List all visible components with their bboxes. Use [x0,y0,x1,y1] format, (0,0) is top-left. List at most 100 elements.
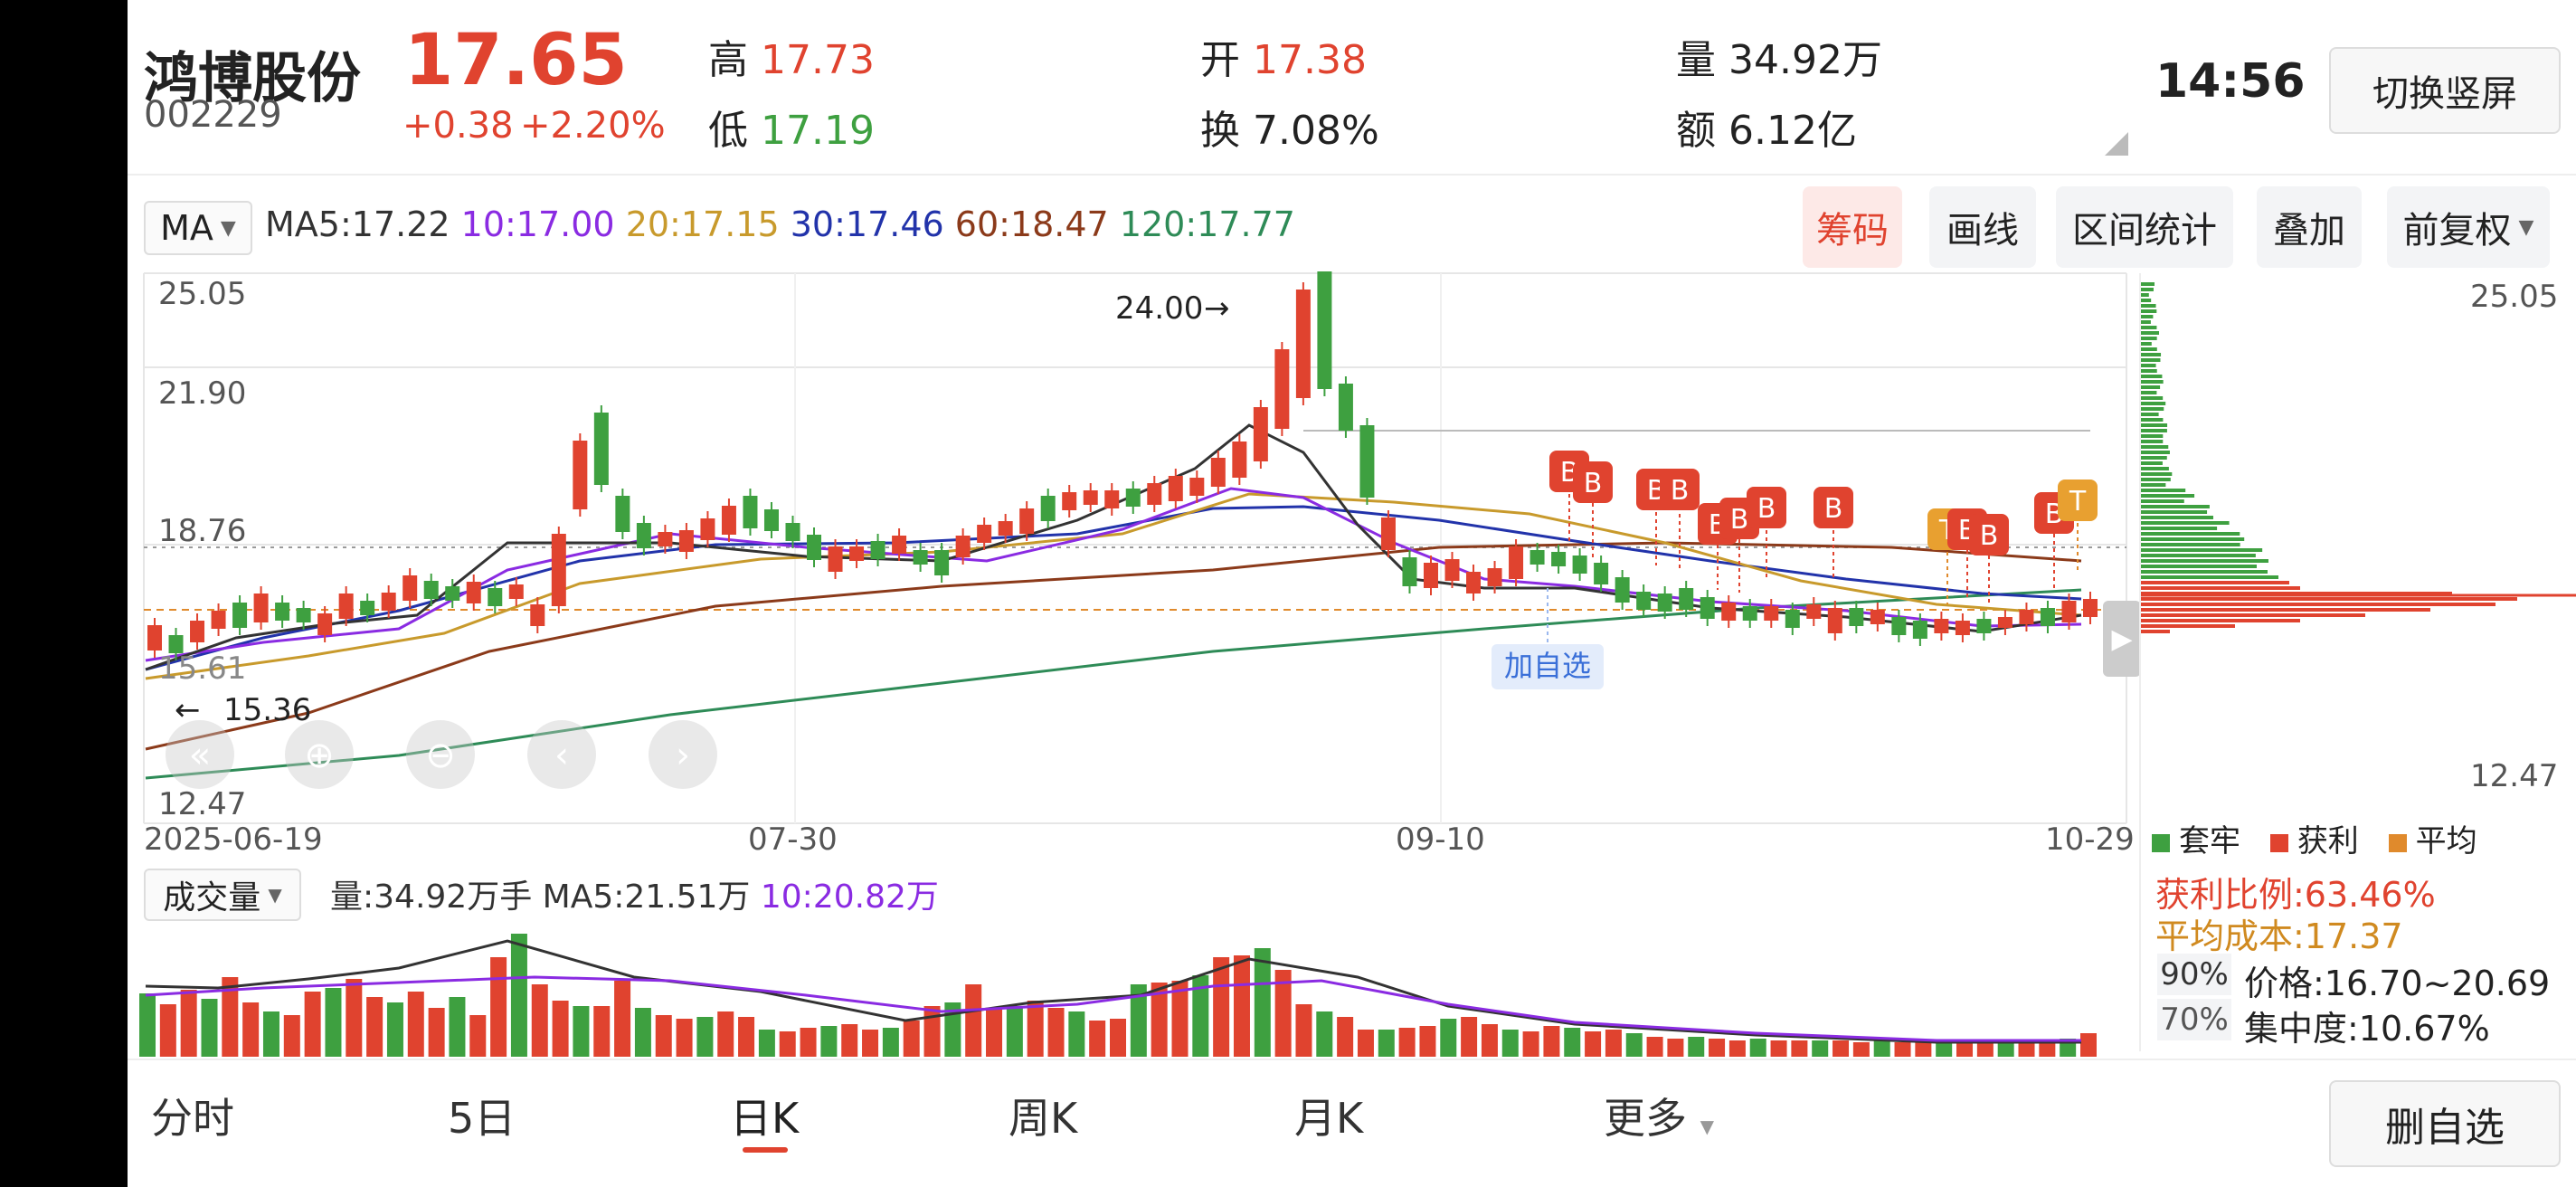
chips-button[interactable]: 筹码 [1803,186,1902,268]
volume-bar [1749,1039,1766,1057]
chip-bar [2141,347,2157,351]
candle-body [1636,592,1652,610]
candle-body [147,625,162,650]
candle-body [530,604,545,626]
volume-bar [1915,1042,1932,1057]
candle-body [1594,563,1609,584]
volume-bar [449,997,466,1057]
chip-bar [2141,548,2263,552]
candle-body [1721,603,1737,621]
volume-bar [407,992,424,1057]
volume-bar [1398,1028,1416,1057]
overlay-button[interactable]: 叠加 [2257,186,2362,268]
chip-bar [2141,472,2173,476]
volume-bar [159,1004,176,1057]
candle-body [1764,606,1779,621]
tab-daily-k[interactable]: 日K [730,1094,800,1143]
volume-bar [469,1015,487,1057]
volume-label: 量 [1676,37,1716,83]
volume-bar [758,1030,775,1057]
chip-bar [2141,380,2164,384]
buy-signal[interactable]: B [1747,487,1786,579]
volume-bar [1976,1040,1994,1057]
volume-bar [139,993,156,1057]
ma120-value: 120:17.77 [1119,204,1295,244]
chip-bar [2141,337,2157,340]
buy-signal[interactable]: B [1660,469,1700,570]
candle-body [1785,610,1800,628]
arrow-right-icon: → [1204,290,1230,327]
candle-body [849,546,865,561]
volume-bar [944,1002,961,1057]
remove-watchlist-button[interactable]: 删自选 [2329,1080,2561,1167]
candle-body [1530,550,1545,565]
volume-bar [614,981,631,1057]
adjust-label: 前复权 [2402,210,2512,252]
tab-intraday[interactable]: 分时 [151,1094,234,1143]
switch-portrait-button[interactable]: 切换竖屏 [2329,47,2561,134]
volume-value: 34.92万 [1728,37,1882,83]
svg-text:15.36: 15.36 [223,692,311,728]
range-stats-button[interactable]: 区间统计 [2056,186,2233,268]
ma-selector[interactable]: MA ▼ [144,201,252,255]
buy-signal[interactable]: B [1573,461,1613,559]
tab-5day[interactable]: 5日 [448,1094,516,1143]
volume-bar [1378,1030,1395,1057]
pct70-badge[interactable]: 70% [2157,999,2231,1040]
high-marker: 24.00 → [1115,290,1230,327]
buy-signal[interactable]: B [1969,514,2009,603]
candle-body [1997,617,2012,628]
volume-bar [1688,1037,1705,1057]
candle-body [1615,577,1630,603]
candlesticks [147,271,2098,660]
candle-body [1423,563,1438,588]
next-icon: › [676,735,690,776]
volume-bar [222,977,239,1057]
volume-bar [1110,1019,1126,1057]
volume-ma5-line [145,939,2081,1044]
candle-body [211,611,226,629]
tab-more[interactable]: 更多 ▼ [1604,1086,1714,1145]
stat-turnover: 换 7.08% [1200,98,1379,156]
candle-body [1274,349,1290,429]
volume-selector[interactable]: 成交量 ▼ [144,869,301,921]
chip-bar [2141,451,2170,454]
volume-bar [1956,1042,1974,1057]
adjust-dropdown[interactable]: 前复权 ▼ [2387,186,2550,268]
price-axis-labels: 25.05 21.90 18.76 15.61 12.47 [158,276,246,822]
draw-line-button[interactable]: 画线 [1929,186,2036,268]
candle-body [1976,619,1992,633]
low-label: 低 [708,108,748,154]
chip-bar [2141,516,2213,519]
chip-bar [2141,505,2210,508]
chip-bar [2141,489,2186,492]
tab-more-label: 更多 [1604,1094,1687,1143]
volume-bar [1192,975,1209,1057]
chip-bar [2141,543,2240,546]
pct90-badge[interactable]: 90% [2157,954,2231,995]
turnover-label: 换 [1200,108,1240,154]
stat-high: 高 17.73 [708,27,875,85]
svg-text:B: B [1584,468,1603,499]
panel-toggle-handle[interactable]: ▶ [2103,601,2141,677]
ma20-value: 20:17.15 [625,204,780,244]
candle-body [2061,601,2077,622]
ma60-value: 60:18.47 [954,204,1109,244]
amount-value: 6.12亿 [1728,108,1857,154]
volume-bar [1295,1004,1312,1057]
volume-bar [1213,957,1230,1057]
buy-signal[interactable]: B [1814,487,1853,579]
candle-body [551,534,566,606]
add-watchlist-tag[interactable]: 加自选 [1492,588,1604,689]
app-screen: 鸿博股份 002229 17.65 +0.38 +2.20% 高 17.73 低… [128,0,2576,1187]
take-signal[interactable]: T [2058,480,2098,572]
chip-bar [2141,364,2156,367]
tab-weekly-k[interactable]: 周K [1009,1094,1078,1143]
chip-bar [2141,597,2517,601]
tab-monthly-k[interactable]: 月K [1294,1094,1364,1143]
volume-bar [1728,1040,1746,1057]
chip-bottom-price: 12.47 [2470,758,2559,794]
kline-chart[interactable]: B B B B B [128,271,2143,832]
candle-body [1168,476,1183,501]
prev-icon: ‹ [554,735,569,776]
